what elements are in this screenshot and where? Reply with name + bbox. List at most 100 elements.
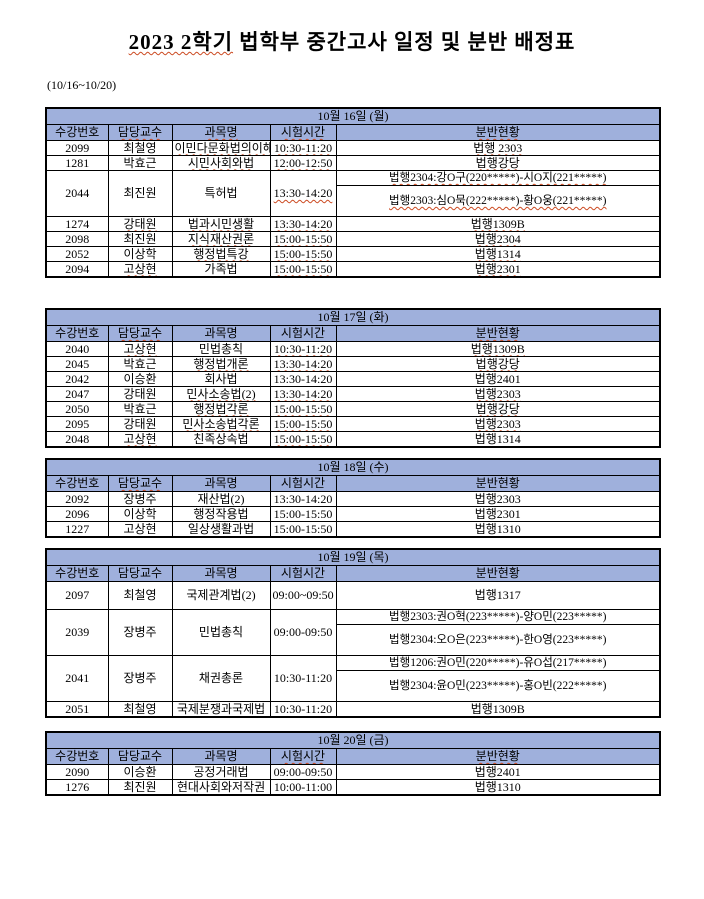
cell-time: 09:00-09:50 — [269, 764, 337, 780]
table-row: 2042 이승환 회사법 13:30-14:20 법행2401 — [45, 371, 661, 387]
cell-course-no-text: 2099 — [65, 140, 90, 155]
cell-subject: 이민다문화법의이해 — [171, 140, 271, 156]
cell-course-no-text: 2040 — [65, 341, 90, 356]
table-row: 2040 고상현 민법총칙 10:30-11:20 법행1309B — [45, 341, 661, 357]
cell-time-text: 15:00-15:50 — [273, 506, 333, 521]
cell-professor-text: 고상현 — [123, 261, 157, 276]
cell-time-text: 13:30-14:20 — [273, 371, 333, 386]
cell-course-no: 2041 — [45, 655, 109, 702]
cell-course-no: 2096 — [45, 506, 109, 522]
column-header: 과목명 — [171, 565, 271, 582]
cell-subject: 법과시민생활 — [171, 216, 271, 232]
column-header: 수강번호 — [45, 475, 109, 492]
cell-time: 13:30-14:20 — [269, 371, 337, 387]
column-header-label: 시험시간 — [280, 476, 326, 491]
table-row: 2097 최철영 국제관계법(2) 09:00~09:50 법행1317 — [45, 581, 661, 610]
cell-time: 15:00-15:50 — [269, 246, 337, 262]
table-row: 2048 고상현 친족상속법 15:00-15:50 법행1314 — [45, 431, 661, 448]
cell-professor-text: 최진원 — [123, 231, 157, 246]
exam-day-table: 10월 16일 (월) 수강번호 담당교수 과목명 시험시간 분반현황 2099 최철영 이민다… — [45, 107, 662, 278]
cell-time-text: 12:00-12:50 — [273, 155, 333, 170]
table-row: 2047 강태원 민사소송법(2) 13:30-14:20 법행2303 — [45, 386, 661, 402]
cell-professor-text: 이승환 — [123, 764, 157, 779]
cell-time-text: 10:00-11:00 — [273, 779, 333, 794]
cell-course-no-text: 2051 — [65, 701, 90, 716]
cell-course-no-text: 2097 — [65, 588, 90, 603]
cell-subject: 민법총칙 — [171, 609, 271, 656]
cell-room: 법행2303 — [335, 386, 661, 402]
cell-room-text: 법행1206:권O민(220*****)-유O섭(217*****) — [389, 656, 607, 669]
cell-subject-text: 행정법특강 — [193, 246, 249, 261]
cell-professor: 최철영 — [107, 701, 173, 718]
cell-time-text: 15:00-15:50 — [273, 401, 333, 416]
cell-course-no-text: 2045 — [65, 356, 90, 371]
cell-course-no: 1281 — [45, 155, 109, 171]
cell-subject: 민사소송법각론 — [171, 416, 271, 432]
cell-course-no-text: 2096 — [65, 506, 90, 521]
cell-course-no-text: 2094 — [65, 261, 90, 276]
cell-room: 법행1317 — [335, 581, 661, 610]
cell-professor: 장병주 — [107, 609, 173, 656]
table-row: 2051 최철영 국제분쟁과국제법 10:30-11:20 법행1309B — [45, 701, 661, 718]
cell-course-no-text: 2039 — [65, 625, 90, 640]
column-header-label: 수강번호 — [55, 566, 100, 581]
column-header-label: 시험시간 — [280, 326, 326, 341]
cell-time: 13:30-14:20 — [269, 170, 337, 217]
column-header: 과목명 — [171, 475, 271, 492]
cell-subject: 민법총칙 — [171, 341, 271, 357]
cell-professor-text: 이승환 — [123, 371, 157, 386]
cell-room-text: 법행2303 — [474, 491, 521, 506]
column-header: 과목명 — [171, 325, 271, 342]
cell-room-text: 법행2401 — [474, 371, 521, 386]
cell-course-no: 2040 — [45, 341, 109, 357]
column-header-label: 과목명 — [204, 566, 238, 581]
cell-room-text: 법행1317 — [474, 588, 521, 603]
cell-time: 12:00-12:50 — [269, 155, 337, 171]
cell-course-no: 2050 — [45, 401, 109, 417]
column-header: 분반현황 — [335, 124, 661, 141]
cell-professor: 최철영 — [107, 140, 173, 156]
cell-room: 법행2401 — [335, 371, 661, 387]
cell-course-no: 2099 — [45, 140, 109, 156]
cell-room-text: 법행2303 — [474, 416, 521, 431]
column-header-label: 수강번호 — [55, 125, 100, 140]
cell-room: 법행2304:오O은(223*****)-한O영(223*****) — [335, 624, 661, 656]
cell-subject: 행정법특강 — [171, 246, 271, 262]
table-row: 1276 최진원 현대사회와저작권 10:00-11:00 법행1310 — [45, 779, 661, 796]
cell-course-no-text: 1274 — [65, 216, 90, 231]
cell-room: 법행2301 — [335, 261, 661, 278]
table-row: 1281 박효근 시민사회와법 12:00-12:50 법행강당 — [45, 155, 661, 171]
column-header: 과목명 — [171, 748, 271, 765]
cell-course-no-text: 2044 — [65, 186, 90, 201]
cell-time-text: 15:00-15:50 — [273, 231, 333, 246]
cell-course-no-text: 1276 — [65, 779, 90, 794]
cell-time: 13:30-14:20 — [269, 491, 337, 507]
cell-course-no-text: 1227 — [65, 521, 90, 536]
column-header: 수강번호 — [45, 748, 109, 765]
cell-room: 법행2303 — [335, 491, 661, 507]
cell-course-no: 2045 — [45, 356, 109, 372]
cell-course-no: 2042 — [45, 371, 109, 387]
cell-subject: 회사법 — [171, 371, 271, 387]
cell-subject-text: 국제관계법(2) — [186, 588, 256, 603]
cell-time: 10:30-11:20 — [269, 140, 337, 156]
cell-professor-text: 최진원 — [123, 186, 157, 201]
cell-time-text: 13:30-14:20 — [273, 186, 333, 201]
cell-course-no: 2095 — [45, 416, 109, 432]
cell-professor: 이승환 — [107, 764, 173, 780]
cell-course-no: 2048 — [45, 431, 109, 448]
cell-subject-text: 행정법개론 — [193, 356, 249, 371]
cell-room: 법행1310 — [335, 521, 661, 538]
cell-subject-text: 시민사회와법 — [187, 155, 255, 170]
table-row: 2050 박효근 행정법각론 15:00-15:50 법행강당 — [45, 401, 661, 417]
cell-course-no-text: 2095 — [65, 416, 90, 431]
cell-room: 법행2301 — [335, 506, 661, 522]
column-header: 수강번호 — [45, 325, 109, 342]
cell-time-text: 09:00-09:50 — [273, 764, 333, 779]
cell-professor-text: 고상현 — [123, 431, 157, 446]
cell-time-text: 10:30-11:20 — [273, 140, 333, 155]
cell-time: 13:30-14:20 — [269, 356, 337, 372]
column-header: 담당교수 — [107, 565, 173, 582]
table-row: 2090 이승환 공정거래법 09:00-09:50 법행2401 — [45, 764, 661, 780]
cell-subject: 국제분쟁과국제법 — [171, 701, 271, 718]
